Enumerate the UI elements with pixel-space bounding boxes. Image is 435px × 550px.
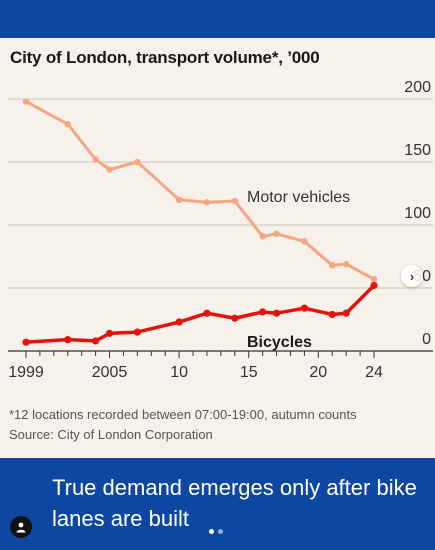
x-tick-label: 10 — [170, 364, 188, 381]
data-point — [231, 197, 238, 205]
pager-dot[interactable] — [218, 529, 223, 534]
series-label-motor-vehicles: Motor vehicles — [247, 189, 350, 206]
data-point — [259, 308, 267, 316]
pager-dot-active[interactable] — [209, 529, 214, 534]
y-tick-label: 0 — [422, 331, 431, 348]
data-point — [175, 318, 183, 326]
series-label-bicycles: Bicycles — [247, 334, 312, 351]
footnote-note: *12 locations recorded between 07:00-19:… — [9, 407, 357, 422]
data-point — [175, 196, 183, 203]
data-point — [370, 275, 378, 283]
data-point — [105, 329, 114, 337]
data-point — [328, 310, 336, 319]
x-tick-label: 24 — [365, 364, 383, 381]
carousel-pager — [209, 529, 223, 534]
post-caption: True demand emerges only after bike lane… — [52, 475, 417, 531]
x-tick-label: 2005 — [92, 364, 128, 381]
data-point — [272, 309, 281, 317]
data-point — [64, 121, 71, 128]
x-tick-label: 1999 — [8, 364, 44, 381]
x-tick-label: 20 — [309, 364, 327, 381]
data-point — [342, 260, 350, 268]
data-point — [273, 230, 280, 238]
data-point — [92, 337, 100, 345]
data-point — [22, 98, 30, 105]
data-point — [203, 199, 211, 206]
line-chart: 0501001502001999200510152024Motor vehicl… — [8, 79, 433, 381]
footnote: *12 locations recorded between 07:00-19:… — [9, 405, 357, 445]
user-glyph — [16, 522, 26, 533]
data-point — [106, 166, 113, 173]
series-line — [24, 283, 376, 344]
y-tick-label: 100 — [404, 205, 431, 222]
data-point — [231, 314, 239, 322]
chart-title: City of London, transport volume*, ’000 — [10, 48, 320, 67]
data-point — [259, 233, 266, 240]
data-point — [64, 336, 72, 344]
chart-panel: City of London, transport volume*, ’000 … — [0, 38, 435, 458]
data-point — [133, 328, 141, 336]
user-icon[interactable] — [10, 516, 32, 538]
data-point — [22, 338, 30, 346]
data-point — [92, 156, 99, 163]
data-point — [329, 262, 336, 269]
data-point — [342, 309, 350, 317]
top-bar — [0, 0, 435, 38]
x-tick-label: 15 — [240, 364, 258, 381]
chevron-right-icon[interactable]: › — [401, 265, 423, 287]
y-tick-label: 200 — [404, 79, 431, 96]
data-point — [370, 281, 378, 290]
footnote-source: Source: City of London Corporation — [9, 427, 213, 442]
data-point — [300, 304, 308, 312]
data-point — [301, 238, 308, 245]
y-tick-label: 150 — [404, 142, 431, 159]
data-point — [203, 309, 211, 317]
data-point — [134, 158, 141, 166]
